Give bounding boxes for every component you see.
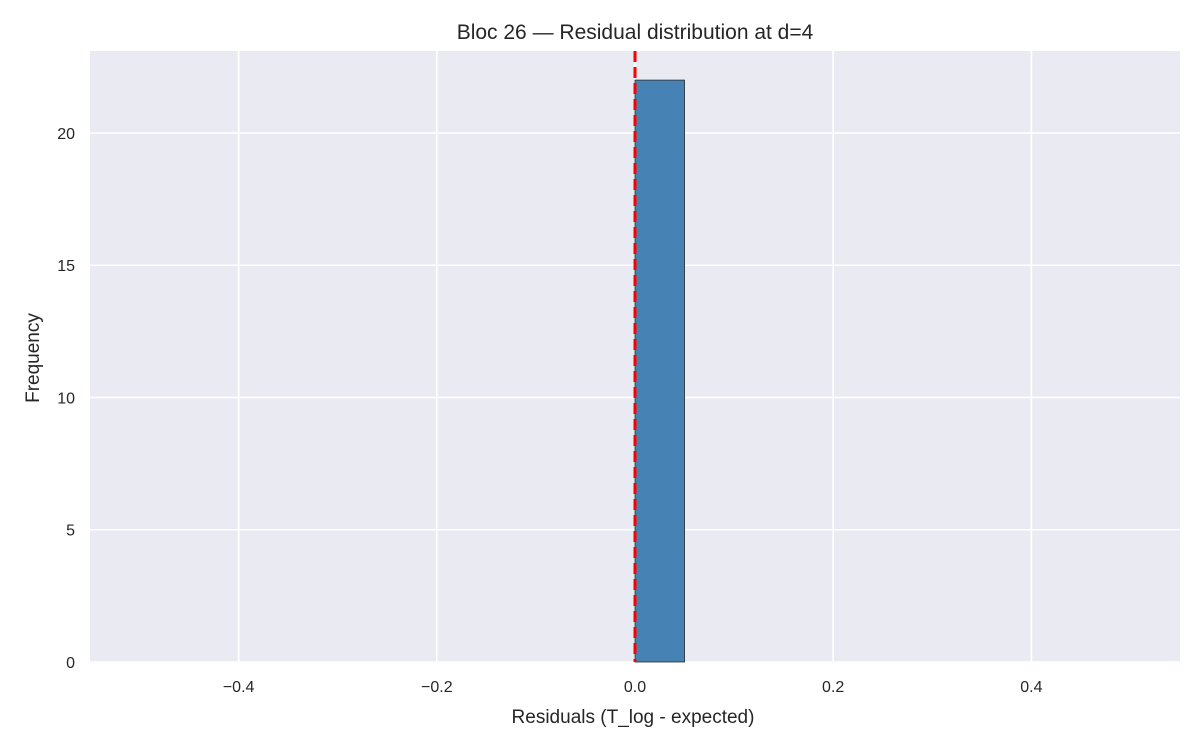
x-axis-ticks: −0.4 −0.2 0.0 0.2 0.4: [223, 679, 1043, 696]
y-tick-label: 20: [57, 126, 75, 143]
y-axis-ticks: 0 5 10 15 20: [57, 126, 75, 672]
y-tick-label: 0: [66, 655, 75, 672]
chart-title: Bloc 26 — Residual distribution at d=4: [457, 21, 814, 44]
x-tick-label: −0.2: [421, 679, 453, 696]
histogram-bars: [634, 79, 685, 663]
histogram-bar: [634, 79, 685, 663]
x-tick-label: 0.2: [822, 679, 844, 696]
y-tick-label: 5: [66, 523, 75, 540]
y-tick-label: 15: [57, 258, 75, 275]
x-tick-label: 0.4: [1020, 679, 1042, 696]
x-tick-label: −0.4: [223, 679, 255, 696]
x-tick-label: 0.0: [624, 679, 646, 696]
x-axis-label: Residuals (T_log - expected): [512, 707, 755, 728]
y-axis-label: Frequency: [23, 313, 44, 403]
y-tick-label: 10: [57, 390, 75, 407]
